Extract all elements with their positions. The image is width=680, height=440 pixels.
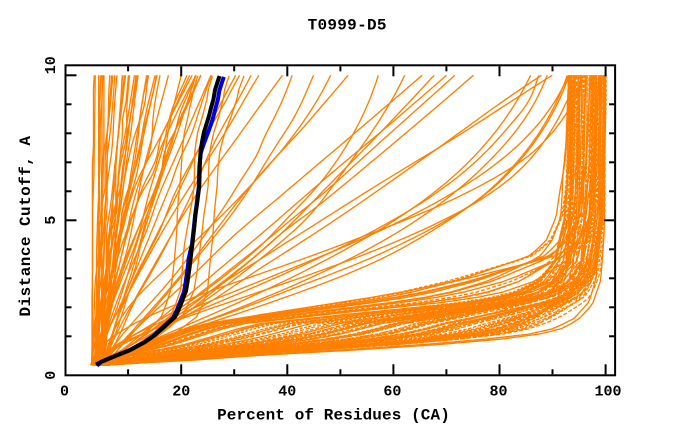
svg-text:40: 40 [278, 383, 296, 400]
svg-text:0: 0 [43, 371, 60, 380]
svg-text:10: 10 [43, 56, 60, 74]
svg-text:0: 0 [60, 383, 69, 400]
svg-text:20: 20 [172, 383, 190, 400]
svg-text:Distance Cutoff, A: Distance Cutoff, A [17, 136, 35, 317]
svg-text:60: 60 [383, 383, 401, 400]
svg-text:100: 100 [594, 383, 621, 400]
svg-text:80: 80 [489, 383, 507, 400]
svg-text:5: 5 [43, 216, 60, 225]
svg-text:T0999-D5: T0999-D5 [308, 17, 387, 35]
svg-text:Percent of Residues (CA): Percent of Residues (CA) [217, 407, 450, 425]
